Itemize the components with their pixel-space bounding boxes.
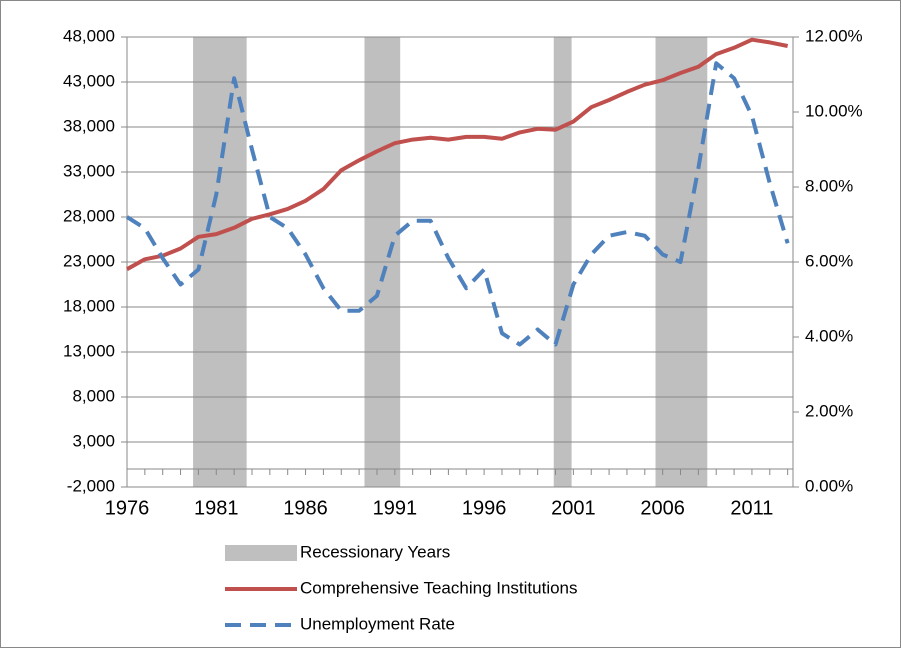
y2-tick-label: 12.00% <box>805 26 863 45</box>
y2-tick-label: 0.00% <box>805 476 853 495</box>
y2-tick-label: 10.00% <box>805 101 863 120</box>
y-tick-label: 33,000 <box>63 161 115 180</box>
y-tick-label: 48,000 <box>63 26 115 45</box>
y2-tick-label: 4.00% <box>805 326 853 345</box>
y-tick-label: 18,000 <box>63 296 115 315</box>
y-tick-label: 3,000 <box>72 431 115 450</box>
y-tick-label: 43,000 <box>63 71 115 90</box>
legend-label: Comprehensive Teaching Institutions <box>300 578 578 597</box>
series-line <box>125 61 790 347</box>
y-tick-label: 23,000 <box>63 251 115 270</box>
series-line <box>126 37 789 271</box>
x-tick-label: 2001 <box>551 497 596 519</box>
y-tick-label: 28,000 <box>63 206 115 225</box>
x-tick-label: 1996 <box>462 497 507 519</box>
y-tick-label: 13,000 <box>63 341 115 360</box>
x-tick-label: 1991 <box>373 497 418 519</box>
legend-label: Unemployment Rate <box>300 614 455 633</box>
x-tick-label: 1986 <box>283 497 328 519</box>
x-tick-label: 2011 <box>730 497 773 519</box>
legend-label: Recessionary Years <box>300 542 450 561</box>
y2-tick-label: 8.00% <box>805 176 853 195</box>
y-tick-label: 38,000 <box>63 116 115 135</box>
legend-swatch <box>225 545 297 561</box>
y2-tick-label: 6.00% <box>805 251 853 270</box>
x-tick-label: 2006 <box>640 497 685 519</box>
x-tick-label: 1976 <box>105 497 150 519</box>
y-tick-label: -2,000 <box>67 476 115 495</box>
y-tick-label: 8,000 <box>72 386 115 405</box>
y2-tick-label: 2.00% <box>805 401 853 420</box>
x-tick-label: 1981 <box>194 497 239 519</box>
